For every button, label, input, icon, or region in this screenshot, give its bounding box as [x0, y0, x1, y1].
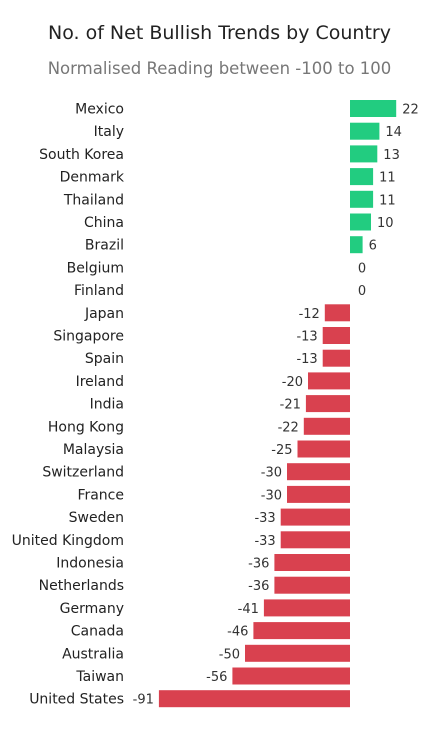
category-label: Thailand	[63, 192, 124, 208]
bar	[287, 485, 350, 503]
bar	[350, 168, 374, 186]
bar	[324, 304, 350, 322]
bar	[303, 417, 350, 435]
category-label: Canada	[71, 624, 124, 640]
bar	[350, 190, 374, 208]
data-label: -36	[248, 557, 269, 572]
category-label: Hong Kong	[48, 419, 124, 435]
category-label: China	[84, 215, 124, 231]
bar	[280, 531, 350, 549]
category-label: Brazil	[85, 238, 124, 254]
bar	[350, 100, 397, 117]
data-label: 10	[377, 216, 394, 231]
category-label: Switzerland	[42, 465, 124, 481]
category-label: Australia	[62, 646, 124, 662]
data-label: 0	[358, 284, 366, 299]
bar	[158, 690, 350, 708]
category-label: Italy	[94, 124, 124, 140]
chart-subtitle: Normalised Reading between -100 to 100	[47, 59, 392, 78]
category-label: United Kingdom	[12, 533, 124, 549]
data-label: -41	[238, 602, 259, 617]
category-label: Japan	[84, 306, 124, 322]
data-label: -91	[133, 693, 154, 708]
chart-title: No. of Net Bullish Trends by Country	[48, 22, 391, 44]
bar	[322, 349, 350, 367]
bar	[280, 508, 350, 526]
category-label: United States	[29, 692, 124, 708]
data-label: 14	[385, 125, 402, 140]
category-label: Netherlands	[39, 578, 124, 594]
category-label: Indonesia	[56, 556, 124, 572]
bar	[232, 667, 350, 685]
category-label: Taiwan	[75, 669, 124, 685]
data-label: -46	[227, 625, 248, 640]
bar	[274, 554, 350, 571]
data-label: -22	[278, 420, 299, 435]
bar	[350, 236, 363, 254]
category-label: Belgium	[67, 260, 124, 276]
bar	[350, 122, 380, 140]
category-label: Mexico	[75, 102, 124, 118]
data-label: 11	[379, 171, 396, 186]
bar	[322, 327, 350, 344]
bar	[308, 372, 350, 390]
bar	[263, 599, 350, 617]
category-label: Singapore	[53, 329, 124, 345]
data-label: -13	[296, 330, 317, 345]
bar	[350, 145, 378, 163]
bar	[245, 644, 350, 662]
data-label: -13	[296, 352, 317, 367]
category-label: India	[90, 397, 124, 413]
data-label: -25	[271, 443, 292, 458]
category-label: Ireland	[76, 374, 124, 390]
bar	[253, 622, 350, 640]
bar	[350, 213, 371, 231]
data-label: -33	[254, 534, 275, 549]
category-label: Finland	[74, 283, 124, 299]
category-label: Sweden	[69, 510, 124, 526]
data-label: -36	[248, 579, 269, 594]
data-label: 6	[369, 239, 377, 254]
data-label: 0	[358, 261, 366, 276]
category-label: France	[77, 487, 124, 503]
category-label: South Korea	[39, 147, 124, 163]
bar	[297, 440, 350, 458]
data-label: -30	[261, 488, 282, 503]
category-label: Germany	[60, 601, 124, 617]
data-label: 11	[379, 193, 396, 208]
data-label: -21	[280, 398, 301, 413]
data-label: -33	[254, 511, 275, 526]
data-label: -50	[219, 647, 240, 662]
bar	[287, 463, 350, 481]
category-label: Spain	[85, 351, 124, 367]
data-label: -56	[206, 670, 227, 685]
data-label: 13	[383, 148, 400, 163]
bar	[274, 576, 350, 594]
data-label: -12	[299, 307, 320, 322]
data-label: 22	[402, 103, 419, 118]
data-label: -30	[261, 466, 282, 481]
category-label: Malaysia	[63, 442, 124, 458]
bar	[305, 395, 350, 413]
data-label: -20	[282, 375, 303, 390]
category-label: Denmark	[60, 170, 125, 186]
